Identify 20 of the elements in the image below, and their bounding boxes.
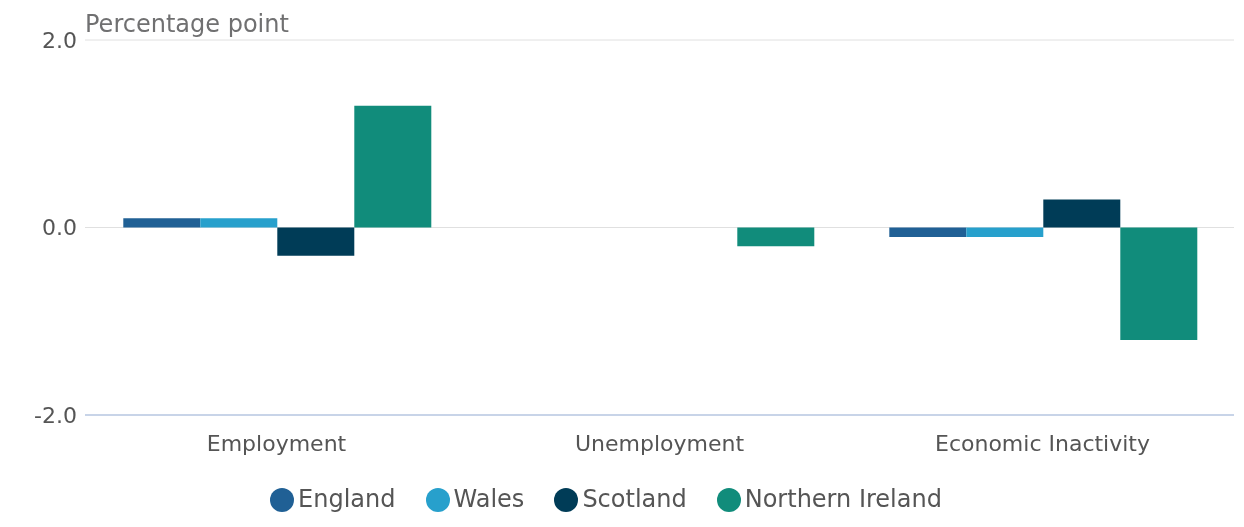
bar — [123, 218, 201, 228]
bar — [354, 105, 432, 228]
bar — [1043, 199, 1121, 228]
y-tick-label: 2.0 — [42, 27, 77, 53]
legend-label: Scotland — [582, 485, 687, 513]
y-tick-label: 0.0 — [42, 215, 77, 241]
bar — [1120, 227, 1198, 340]
bar — [966, 227, 1044, 237]
bar — [889, 227, 967, 237]
bar — [200, 218, 278, 228]
x-tick-label: Employment — [206, 430, 347, 456]
y-tick-label: -2.0 — [34, 402, 77, 428]
legend-label: Northern Ireland — [744, 485, 942, 513]
bar — [737, 227, 815, 247]
bar — [277, 227, 355, 256]
legend-label: Wales — [453, 485, 525, 513]
legend-label: England — [298, 485, 396, 513]
x-tick-label: Economic Inactivity — [934, 430, 1151, 456]
y-axis-title: Percentage point — [85, 10, 289, 38]
x-tick-label: Unemployment — [574, 430, 745, 456]
